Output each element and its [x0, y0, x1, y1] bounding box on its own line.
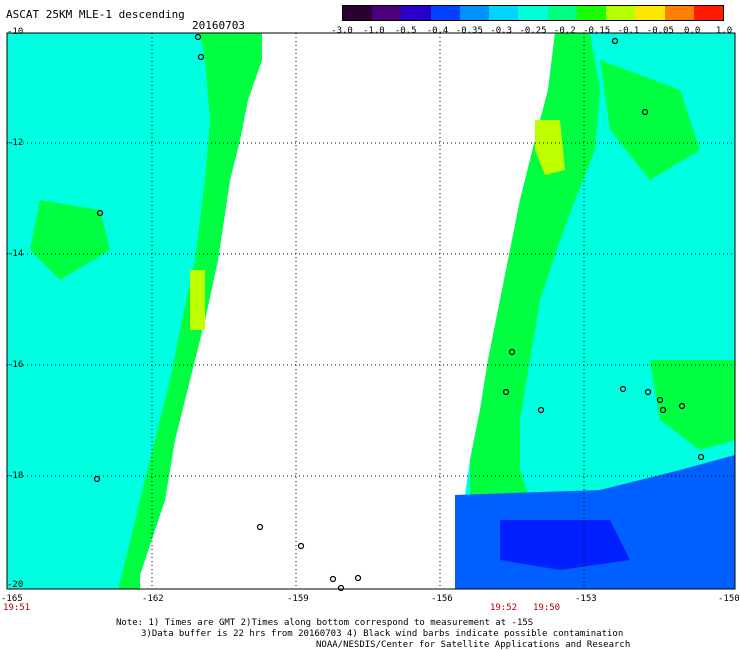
note-line: 3)Data buffer is 22 hrs from 20160703 4)… — [141, 629, 624, 639]
colorbar-label: -0.05 — [646, 26, 674, 36]
lat-label: -20 — [7, 580, 24, 590]
colorbar-segment — [606, 6, 636, 20]
lon-label: -162 — [142, 594, 164, 604]
island-marker — [93, 475, 101, 483]
right-green-patch-2 — [650, 360, 735, 450]
island-marker — [697, 453, 705, 461]
island-marker — [678, 402, 686, 410]
colorbar-segment — [664, 6, 694, 20]
left-green-patch — [30, 200, 110, 280]
map-date: 20160703 — [192, 19, 245, 32]
lon-label: -165 — [1, 594, 23, 604]
island-marker — [337, 584, 345, 592]
island-marker — [644, 388, 652, 396]
island-marker — [329, 575, 337, 583]
colorbar-label: -0.3 — [490, 26, 512, 36]
colorbar-segment — [489, 6, 519, 20]
lat-label: -10 — [7, 27, 24, 37]
colorbar-label: -0.2 — [553, 26, 576, 36]
lat-label: -12 — [7, 138, 24, 148]
colorbar-label: -0.35 — [455, 26, 483, 36]
island-marker — [611, 37, 619, 45]
note-line: NOAA/NESDIS/Center for Satellite Applica… — [316, 640, 631, 650]
time-label: 19:50 — [533, 603, 561, 613]
lon-label: -156 — [431, 594, 453, 604]
time-label: 19:52 — [490, 603, 518, 613]
island-marker — [194, 33, 202, 41]
time-label: 19:51 — [3, 603, 31, 613]
colorbar-segment — [372, 6, 402, 20]
grid-lines — [7, 33, 735, 589]
map-title: ASCAT 25KM MLE-1 descending — [6, 8, 185, 21]
colorbar-segment — [459, 6, 490, 20]
colorbar-label: -0.5 — [394, 26, 417, 36]
colorbar-label: 1.0 — [715, 26, 733, 36]
island-marker — [96, 209, 104, 217]
left-yellow-patch — [190, 270, 205, 330]
note-line: Note: 1) Times are GMT 2)Times along bot… — [116, 618, 534, 628]
colorbar-segment — [518, 6, 548, 20]
lon-label: -153 — [575, 594, 597, 604]
island-marker — [659, 406, 667, 414]
colorbar-label: -3.0 — [331, 26, 353, 36]
island-marker — [297, 542, 305, 550]
colorbar-segment — [576, 6, 607, 20]
right-green-patch — [600, 60, 700, 180]
colorbar — [342, 5, 724, 21]
lat-label: -16 — [7, 360, 24, 370]
lon-label: -150 — [718, 594, 740, 604]
island-marker — [354, 574, 362, 582]
right-swath-green — [470, 33, 600, 500]
right-swath — [455, 33, 735, 589]
island-marker — [537, 406, 545, 414]
map-frame — [6, 32, 736, 590]
colorbar-segment — [635, 6, 665, 20]
colorbar-segment — [430, 6, 460, 20]
right-yellow-patch — [535, 120, 565, 175]
island-marker — [508, 348, 516, 356]
island-marker — [656, 396, 664, 404]
colorbar-label: -0.15 — [583, 26, 611, 36]
colorbar-label: 0.0 — [684, 26, 701, 36]
colorbar-segment — [401, 6, 431, 20]
colorbar-label: -0.4 — [426, 26, 449, 36]
colorbar-label: -0.1 — [617, 26, 640, 36]
colorbar-label: -1.0 — [362, 26, 385, 36]
swath-layer — [7, 33, 735, 589]
island-marker — [197, 53, 205, 61]
island-marker — [619, 385, 627, 393]
island-marker — [641, 108, 649, 116]
island-marker — [256, 523, 264, 531]
right-deep-blue-patch — [500, 520, 630, 570]
island-markers — [93, 33, 705, 592]
colorbar-segment — [343, 6, 373, 20]
island-marker — [502, 388, 510, 396]
left-swath — [7, 33, 262, 589]
lat-label: -14 — [7, 249, 24, 259]
colorbar-segment — [693, 6, 724, 20]
lon-label: -159 — [287, 594, 309, 604]
colorbar-label: -0.25 — [519, 26, 547, 36]
lat-label: -18 — [7, 471, 24, 481]
colorbar-segment — [547, 6, 577, 20]
